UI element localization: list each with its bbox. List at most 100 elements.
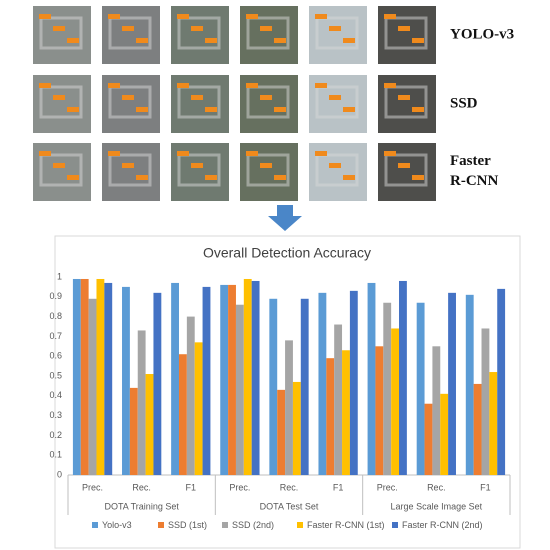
bar: [88, 298, 97, 475]
detection-box: [274, 38, 286, 43]
detection-box: [329, 163, 341, 168]
y-tick-label: 0.2: [49, 430, 62, 440]
x-tick-label: Rec.: [280, 482, 299, 492]
y-tick-label: 0.7: [49, 331, 62, 341]
y-tick-label: 0.9: [49, 291, 62, 301]
detection-box: [136, 175, 148, 180]
detection-box: [205, 107, 217, 112]
detection-box: [246, 83, 258, 88]
detection-box: [53, 163, 65, 168]
detection-box: [246, 151, 258, 156]
thumbnail-detail: [39, 85, 83, 119]
detection-box: [384, 83, 396, 88]
x-tick-label: F1: [333, 482, 344, 492]
bar: [96, 278, 105, 475]
bar: [481, 328, 490, 475]
thumbnail-detail: [177, 153, 221, 187]
thumbnail-detail: [177, 85, 221, 119]
x-tick-label: F1: [480, 482, 491, 492]
bar: [220, 284, 229, 475]
detection-box: [177, 14, 189, 19]
detection-box: [191, 95, 203, 100]
arrow: [268, 205, 302, 231]
detection-box: [384, 14, 396, 19]
detection-box: [343, 175, 355, 180]
detection-box: [246, 14, 258, 19]
detection-box: [136, 107, 148, 112]
thumbnail-detail: [246, 85, 290, 119]
detection-box: [398, 26, 410, 31]
detection-box: [67, 107, 79, 112]
bar: [432, 346, 441, 475]
bar: [326, 358, 335, 475]
bar: [416, 302, 425, 475]
thumbnail-detail: [384, 16, 428, 50]
detection-box: [108, 14, 120, 19]
thumbnail-detail: [315, 153, 359, 187]
bar: [153, 292, 162, 475]
legend-swatch: [392, 522, 398, 528]
bar: [349, 290, 358, 475]
bar: [342, 350, 350, 475]
bar: [497, 288, 506, 475]
bar: [178, 354, 187, 475]
y-tick-label: 0.1: [49, 450, 62, 460]
legend-label: SSD (2nd): [232, 520, 274, 530]
legend-swatch: [92, 522, 98, 528]
bar: [137, 330, 146, 475]
bar: [448, 292, 456, 475]
thumbnail-detail: [315, 85, 359, 119]
row-label: YOLO-v3: [450, 26, 514, 42]
detection-box: [108, 83, 120, 88]
bar: [129, 387, 138, 475]
detection-box: [398, 163, 410, 168]
thumbnail-detail: [177, 16, 221, 50]
detection-box: [412, 107, 424, 112]
x-tick-label: F1: [186, 482, 197, 492]
detection-box: [274, 107, 286, 112]
thumbnail-detail: [39, 16, 83, 50]
y-tick-label: 0.4: [49, 390, 62, 400]
detection-box: [260, 26, 272, 31]
bar: [235, 304, 244, 475]
thumbnail-detail: [39, 153, 83, 187]
thumbnail-detail: [108, 85, 152, 119]
thumbnail-detail: [315, 16, 359, 50]
row-label: Faster R-CNN: [450, 153, 498, 189]
detection-box: [39, 14, 51, 19]
detection-box: [177, 151, 189, 156]
bar: [228, 284, 236, 475]
bar: [285, 340, 293, 475]
y-tick-label: 0.5: [49, 370, 62, 380]
bar: [269, 298, 278, 475]
y-tick-label: 0.6: [49, 351, 62, 361]
detection-box: [398, 95, 410, 100]
legend-swatch: [222, 522, 228, 528]
bar: [465, 294, 474, 475]
bar: [251, 280, 260, 475]
bar: [391, 328, 400, 475]
detection-box: [315, 151, 327, 156]
y-tick-label: 1: [57, 271, 62, 281]
detection-box: [343, 107, 355, 112]
legend-label: Yolo-v3: [102, 520, 132, 530]
group-label: Large Scale Image Set: [391, 501, 483, 511]
bar: [292, 381, 301, 475]
bar: [80, 278, 89, 475]
group-label: DOTA Training Set: [104, 501, 179, 511]
x-tick-label: Prec.: [82, 482, 103, 492]
bar: [186, 316, 195, 475]
detection-box: [53, 95, 65, 100]
detection-box: [67, 175, 79, 180]
thumbnail-detail: [108, 153, 152, 187]
detection-box: [191, 26, 203, 31]
detection-box: [329, 26, 341, 31]
detection-box: [191, 163, 203, 168]
bar: [318, 292, 327, 475]
detection-box: [205, 38, 217, 43]
y-tick-label: 0: [57, 469, 62, 479]
bar: [277, 389, 286, 475]
bar: [171, 282, 179, 475]
bar: [375, 346, 384, 475]
legend-label: Faster R-CNN (1st): [307, 520, 385, 530]
